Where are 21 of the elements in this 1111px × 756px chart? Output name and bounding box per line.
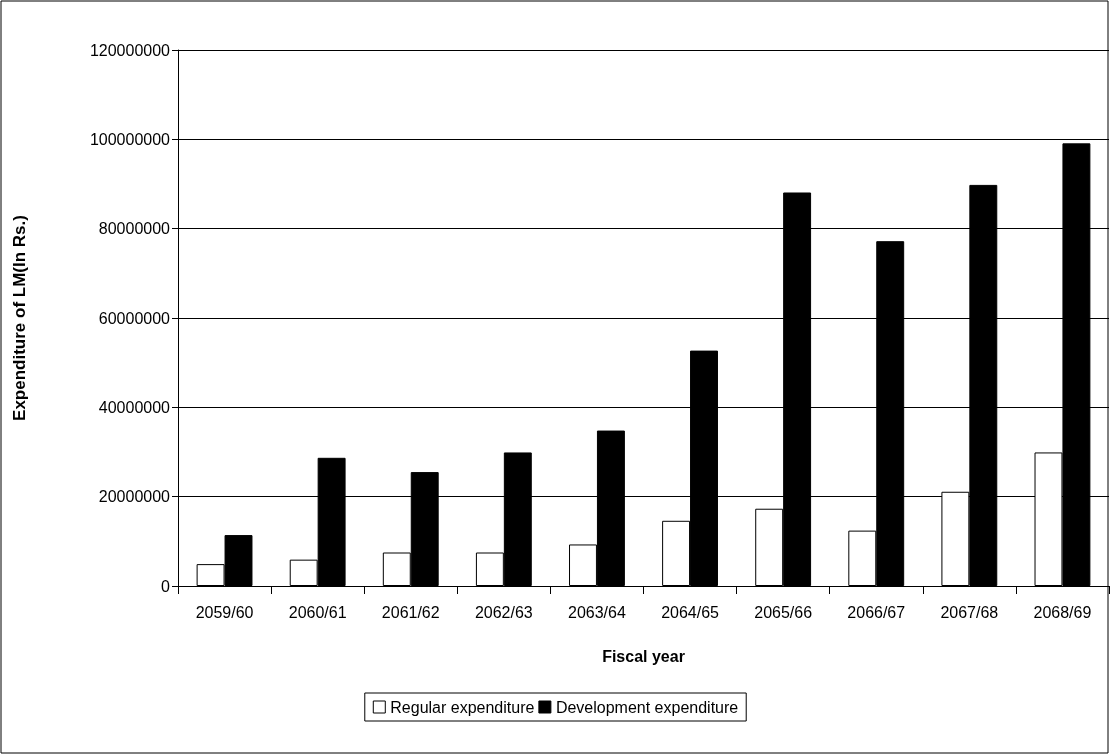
y-tick-label: 120000000 bbox=[89, 41, 171, 59]
x-tick-label: 2059/60 bbox=[195, 603, 254, 621]
y-tick-label: 20000000 bbox=[98, 488, 171, 506]
x-tick-label: 2062/63 bbox=[474, 603, 533, 621]
x-tick-label: 2064/65 bbox=[661, 603, 720, 621]
x-tick-label: 2067/68 bbox=[940, 603, 999, 621]
y-tick-label: 80000000 bbox=[98, 220, 171, 238]
y-axis-title: Expenditure of LM(In Rs.) bbox=[10, 215, 29, 421]
legend-label: Development expenditure bbox=[555, 698, 739, 716]
y-tick-label: 100000000 bbox=[89, 130, 171, 148]
x-tick-label: 2066/67 bbox=[847, 603, 906, 621]
y-tick-label: 40000000 bbox=[98, 398, 171, 416]
legend-label: Regular expenditure bbox=[390, 698, 535, 716]
x-tick-label: 2068/69 bbox=[1033, 603, 1092, 621]
x-tick-label: 2063/64 bbox=[568, 603, 626, 621]
x-tick-label: 2061/62 bbox=[381, 603, 440, 621]
y-tick-label: 60000000 bbox=[98, 309, 171, 327]
x-axis-title: Fiscal year bbox=[602, 647, 685, 665]
y-tick-label: 0 bbox=[161, 577, 171, 595]
x-tick-label: 2065/66 bbox=[754, 603, 813, 621]
x-tick-label: 2060/61 bbox=[288, 603, 347, 621]
